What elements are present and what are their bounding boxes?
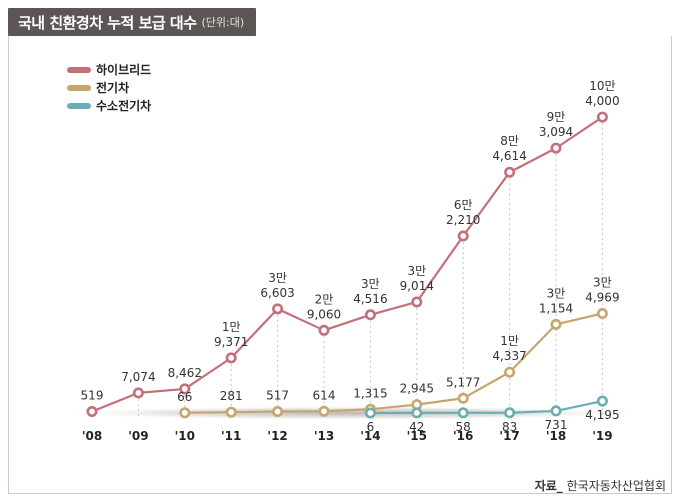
data-point (179, 407, 191, 419)
data-point (225, 352, 237, 364)
data-point (364, 407, 376, 419)
data-point (596, 395, 608, 407)
data-label: 1만 (222, 320, 241, 334)
data-point (411, 296, 423, 308)
data-point (132, 387, 144, 399)
data-label: 7,074 (121, 370, 155, 384)
data-label: 6 (367, 420, 375, 434)
data-label: 519 (81, 389, 104, 403)
x-tick-label: '17 (499, 429, 519, 443)
x-tick-label: '13 (314, 429, 334, 443)
legend-label: 하이브리드 (96, 62, 151, 77)
x-tick-label: '18 (546, 429, 566, 443)
x-tick-label: '10 (175, 429, 195, 443)
data-label: 1만 (500, 334, 519, 348)
chart-title: 국내 친환경차 누적 보급 대수 (18, 13, 197, 32)
series-line (184, 312, 603, 414)
source-text: 한국자동차산업협회 (566, 479, 666, 493)
x-tick-label: '14 (360, 429, 380, 443)
data-label: 42 (409, 420, 424, 434)
data-point (504, 166, 516, 178)
data-point (318, 405, 330, 417)
data-label: 517 (266, 389, 289, 403)
data-point (272, 303, 284, 315)
source-label: 자료_ (534, 479, 563, 493)
data-label: 8,462 (168, 366, 202, 380)
data-label: 10만 (589, 79, 615, 93)
title-bar: 국내 친환경차 누적 보급 대수 (단위:대) (8, 8, 257, 36)
data-point (225, 406, 237, 418)
data-label: 3만 (593, 275, 612, 289)
data-label: 4,969 (585, 290, 619, 304)
source-note: 자료_ 한국자동차산업협회 (535, 477, 666, 494)
data-label: 3,094 (539, 125, 573, 139)
x-tick-label: '19 (592, 429, 612, 443)
x-tick-label: '08 (82, 429, 102, 443)
data-point (364, 309, 376, 321)
data-point (457, 230, 469, 242)
data-point (550, 405, 562, 417)
data-label: 731 (545, 418, 568, 432)
data-point (504, 407, 516, 419)
data-label: 4,000 (585, 94, 619, 108)
data-label: 6,603 (260, 286, 294, 300)
series-line (91, 116, 604, 413)
x-tick-label: '12 (267, 429, 287, 443)
data-point (504, 366, 516, 378)
data-label: 9,060 (307, 307, 341, 321)
data-label: 281 (220, 389, 243, 403)
data-point (457, 392, 469, 404)
data-label: 3만 (407, 264, 426, 278)
data-label: 4,614 (492, 149, 526, 163)
series-line (370, 399, 603, 415)
data-point (411, 407, 423, 419)
data-point (550, 318, 562, 330)
data-label: 1,315 (353, 386, 387, 400)
data-label: 9만 (547, 110, 566, 124)
data-label: 4,195 (585, 408, 619, 422)
data-label: 2만 (315, 292, 334, 306)
data-label: 614 (313, 388, 336, 402)
data-label: 2,945 (400, 382, 434, 396)
data-label: 6만 (454, 198, 473, 212)
data-point (457, 407, 469, 419)
data-point (272, 406, 284, 418)
data-label: 2,210 (446, 213, 480, 227)
data-label: 4,337 (492, 349, 526, 363)
legend-label: 수소전기차 (96, 98, 151, 113)
legend-label: 전기차 (96, 80, 129, 95)
data-point (596, 307, 608, 319)
data-label: 5,177 (446, 375, 480, 389)
data-point (86, 406, 98, 418)
x-tick-label: '15 (407, 429, 427, 443)
data-label: 3만 (268, 271, 287, 285)
x-tick-label: '11 (221, 429, 241, 443)
data-point (550, 142, 562, 154)
data-label: 9,371 (214, 335, 248, 349)
data-point (318, 324, 330, 336)
data-label: 4,516 (353, 292, 387, 306)
data-label: 66 (177, 390, 192, 404)
x-tick-label: '16 (453, 429, 473, 443)
data-label: 83 (502, 420, 517, 434)
unit-label: (단위:대) (201, 16, 245, 29)
data-label: 58 (456, 420, 471, 434)
data-label: 9,014 (400, 279, 434, 293)
data-label: 3만 (361, 277, 380, 291)
data-point (179, 383, 191, 395)
data-point (596, 111, 608, 123)
data-label: 1,154 (539, 301, 573, 315)
data-label: 8만 (500, 134, 519, 148)
baseline-shadow (50, 406, 650, 420)
chart-frame (8, 36, 672, 494)
x-tick-label: '09 (128, 429, 148, 443)
data-label: 3만 (547, 286, 566, 300)
